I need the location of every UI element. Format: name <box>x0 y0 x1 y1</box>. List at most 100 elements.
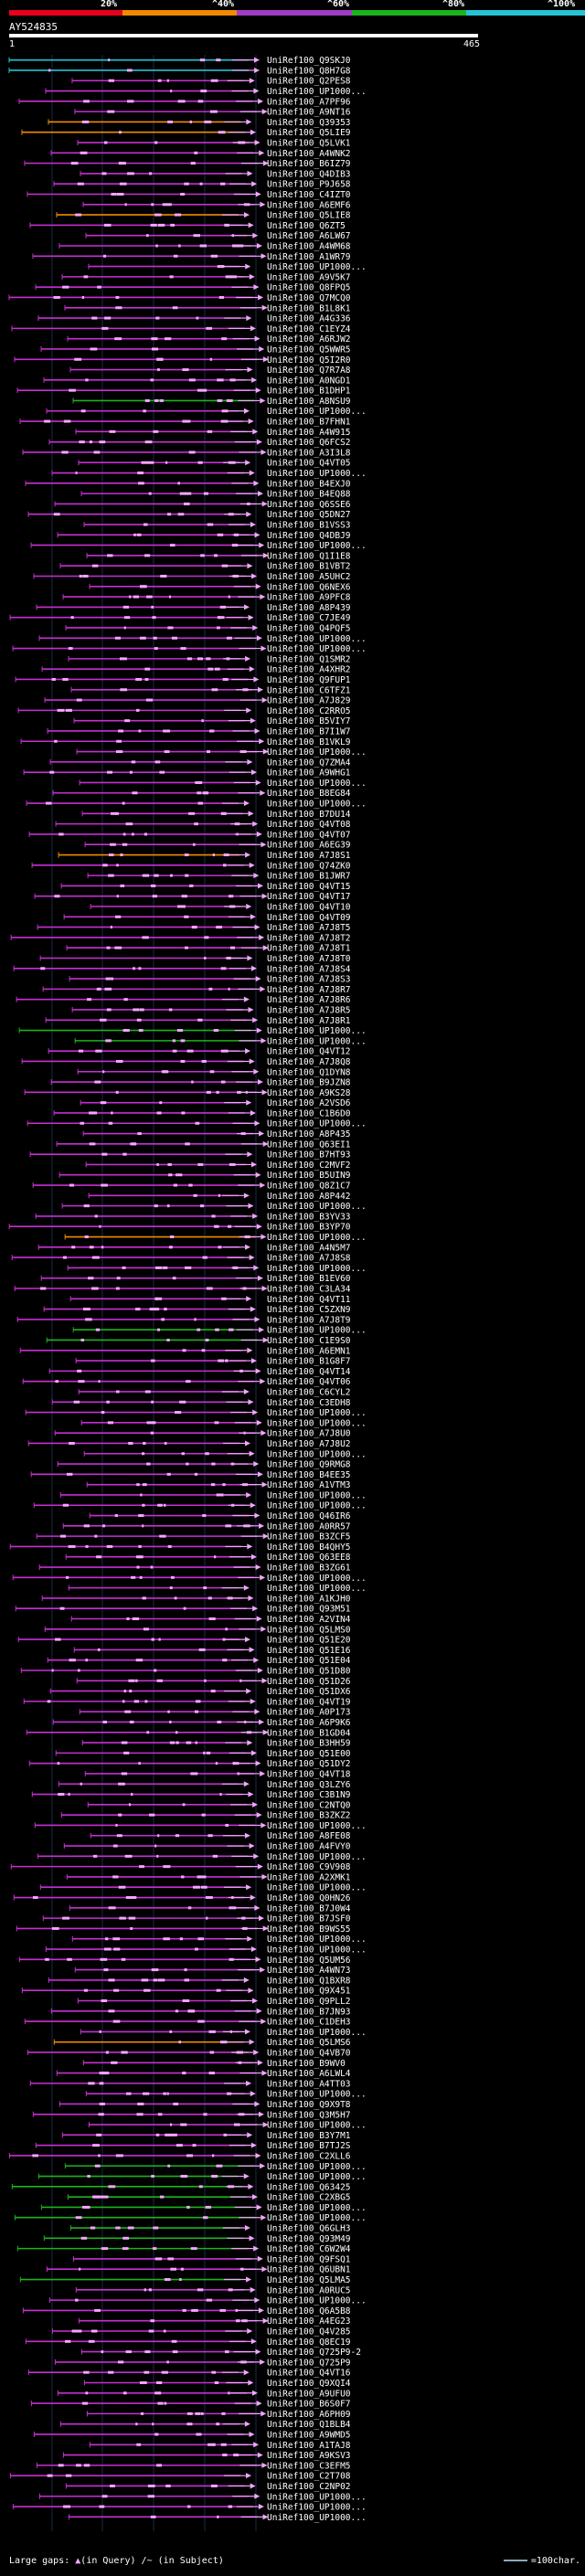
hit-name-label: UniRef100_Q5UM56 <box>267 1956 351 1966</box>
hit-gap-marker <box>90 2226 96 2230</box>
hit-end-arrow <box>261 1481 268 1488</box>
hit-name-label: UniRef100_Q63425 <box>267 2182 351 2192</box>
hit-end-arrow <box>262 1140 269 1147</box>
hit-gap-marker <box>78 1380 85 1383</box>
hit-name-label: UniRef100_B8EG84 <box>267 789 351 799</box>
hit-name-label: UniRef100_A4G336 <box>267 314 351 324</box>
hit-gap-marker <box>87 998 92 1002</box>
hit-gap-marker <box>217 616 221 620</box>
hit-end-arrow <box>248 1988 254 1994</box>
hit-gap-marker <box>115 1090 119 1094</box>
hit-gap-marker <box>202 1514 207 1518</box>
query-title: AY524835 <box>9 21 58 33</box>
hit-gap-marker <box>76 698 82 702</box>
hit-gap-marker <box>172 1039 176 1043</box>
hit-name-label: UniRef100_Q6ZT5 <box>267 221 346 231</box>
hit-gap-marker <box>147 2484 155 2487</box>
hit-gap-marker <box>156 1679 164 1682</box>
hit-gap-marker <box>149 172 153 175</box>
hit-gap-marker <box>176 1173 183 1177</box>
hit-gap-marker <box>217 378 224 382</box>
hit-gap-marker <box>75 2216 82 2220</box>
hit-end-arrow <box>248 2380 254 2386</box>
legend-segment-40 <box>122 10 237 16</box>
hit-gap-marker <box>175 2009 179 2013</box>
hit-gap-marker <box>200 388 207 392</box>
hit-gap-marker <box>146 595 153 599</box>
hit-end-arrow <box>260 1378 266 1384</box>
hit-name-label: UniRef100_Q7ZMA4 <box>267 758 351 768</box>
hit-name-label: UniRef100_C3EDH8 <box>267 1398 351 1408</box>
hit-gap-marker <box>144 832 148 836</box>
hit-name-label: UniRef100_UP1000... <box>267 469 367 479</box>
hit-gap-marker <box>216 1090 219 1094</box>
hit-end-arrow <box>254 57 260 63</box>
hit-gap-marker <box>75 2298 79 2302</box>
hit-gap-marker <box>165 2484 171 2487</box>
hit-gap-marker <box>45 801 52 805</box>
hit-gap-marker <box>122 2247 129 2251</box>
hit-name-label: UniRef100_UP1000... <box>267 407 367 417</box>
hit-gap-marker <box>180 647 186 651</box>
hit-gap-marker <box>208 987 213 991</box>
hit-name-label: UniRef100_P9J658 <box>267 180 351 190</box>
hit-end-arrow <box>250 1306 256 1312</box>
hit-gap-marker <box>164 2401 167 2405</box>
hit-end-arrow <box>261 2019 267 2025</box>
hit-gap-marker <box>184 1978 190 1982</box>
hit-gap-marker <box>142 874 150 877</box>
hit-gap-marker <box>108 1906 116 1910</box>
hit-gap-marker <box>77 1669 80 1672</box>
hit-gap-marker <box>203 2216 208 2220</box>
hit-gap-marker <box>187 2009 195 2013</box>
hit-gap-marker <box>122 162 126 165</box>
hit-gap-marker <box>157 223 165 227</box>
hit-gap-marker <box>101 2495 108 2498</box>
hit-gap-marker <box>144 398 150 402</box>
hit-gap-marker <box>166 1204 170 1208</box>
hit-gap-marker <box>170 90 173 93</box>
hit-name-label: UniRef100_Q1SMR2 <box>267 654 351 664</box>
hit-gap-marker <box>106 1008 112 1012</box>
hit-end-arrow <box>249 1450 255 1457</box>
hit-gap-marker <box>121 1741 128 1744</box>
hit-gap-marker <box>69 1183 75 1187</box>
hit-gap-marker <box>152 2422 154 2426</box>
hit-gap-marker <box>44 419 51 423</box>
hit-name-label: UniRef100_A7J8U2 <box>267 1439 351 1449</box>
hit-gap-marker <box>177 905 183 908</box>
hit-end-arrow <box>260 594 266 600</box>
hit-end-arrow <box>252 1409 259 1415</box>
hit-gap-marker <box>211 1214 216 1218</box>
hit-gap-marker <box>99 2505 105 2508</box>
hit-gap-marker <box>130 1926 133 1930</box>
hit-name-label: UniRef100_A7J8T2 <box>267 933 351 943</box>
hit-end-arrow <box>252 1998 259 2004</box>
hit-gap-marker <box>169 1586 173 1590</box>
hit-gap-marker <box>151 1359 155 1362</box>
hit-gap-marker <box>154 2391 161 2395</box>
hit-gap-marker <box>179 492 186 495</box>
hit-gap-marker <box>156 357 164 361</box>
hit-name-label: UniRef100_A1TAJ8 <box>267 2441 351 2451</box>
hit-gap-marker <box>182 1803 186 1807</box>
hit-name-label: UniRef100_Q63EE8 <box>267 1553 351 1563</box>
hit-gap-marker <box>206 326 213 330</box>
hit-gap-marker <box>207 1596 212 1600</box>
hit-end-arrow <box>250 2483 256 2489</box>
hit-gap-marker <box>171 1575 175 1579</box>
hit-name-label: UniRef100_B1G8F7 <box>267 1357 351 1367</box>
hit-gap-marker <box>228 595 230 599</box>
hit-gap-marker <box>197 1328 201 1331</box>
hit-gap-marker <box>180 2175 188 2178</box>
hit-gap-marker <box>70 162 79 165</box>
hit-gap-marker <box>120 884 125 887</box>
hit-gap-marker <box>101 2247 109 2251</box>
hit-gap-marker <box>195 2412 201 2415</box>
hit-end-arrow <box>243 604 250 610</box>
hit-name-label: UniRef100_B3ZG61 <box>267 1564 351 1574</box>
hit-gap-marker <box>202 1256 207 1259</box>
hit-name-label: UniRef100_Q0HN26 <box>267 1893 351 1903</box>
hit-name-label: UniRef100_A7J8S3 <box>267 975 351 985</box>
hit-end-arrow <box>257 1863 263 1870</box>
